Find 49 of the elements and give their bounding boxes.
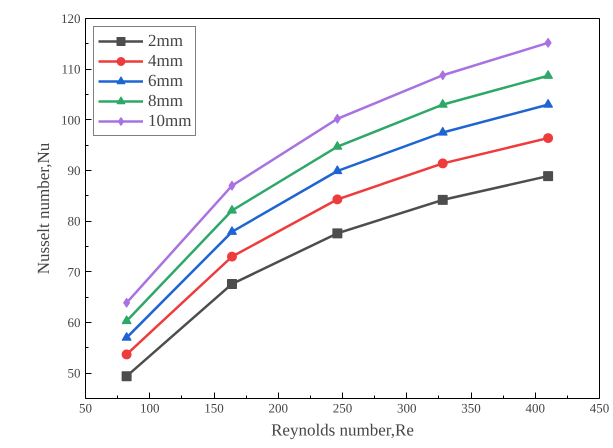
point — [226, 204, 237, 214]
y-tick-label: 100 — [61, 112, 80, 128]
point — [226, 252, 237, 262]
y-tick-label: 90 — [68, 163, 80, 178]
point — [332, 228, 342, 238]
point — [543, 133, 554, 144]
point — [438, 126, 448, 136]
y-tick-label: 120 — [61, 11, 80, 26]
x-tick-label: 450 — [590, 400, 610, 416]
point — [228, 180, 236, 191]
point — [226, 278, 237, 289]
x-tick-label: 150 — [204, 400, 224, 416]
x-tick-label: 250 — [332, 400, 352, 416]
legend-label: 4mm — [148, 51, 183, 71]
point — [332, 140, 342, 150]
point — [122, 315, 132, 324]
x-tick-label: 350 — [461, 400, 481, 416]
point — [122, 371, 132, 382]
point — [543, 70, 554, 79]
y-tick-label: 110 — [61, 62, 81, 77]
x-tick-label: 50 — [79, 400, 92, 416]
point — [438, 194, 448, 205]
legend-label: 10mm — [148, 111, 192, 131]
y-axis-title: Nusselt number,Nu — [34, 142, 53, 274]
point — [122, 349, 132, 360]
point — [122, 332, 132, 341]
point — [438, 98, 448, 108]
point — [332, 165, 342, 174]
point — [438, 158, 448, 168]
legend-label: 2mm — [148, 31, 183, 51]
y-tick-label: 50 — [68, 366, 80, 381]
y-tick-label: 70 — [68, 264, 80, 280]
x-tick-label: 400 — [526, 400, 545, 416]
y-tick-label: 60 — [68, 315, 80, 330]
x-tick-label: 200 — [268, 400, 288, 416]
y-tick-label: 80 — [68, 214, 80, 229]
x-tick-label: 100 — [140, 400, 160, 416]
x-axis-title: Reynolds number,Re — [271, 420, 414, 440]
point — [332, 194, 342, 204]
point — [334, 114, 341, 124]
point — [544, 38, 552, 48]
point — [123, 298, 130, 308]
point — [439, 70, 446, 80]
legend-label: 8mm — [148, 91, 183, 111]
point — [226, 226, 237, 235]
point — [543, 98, 554, 108]
x-tick-label: 300 — [397, 400, 416, 416]
point — [543, 171, 554, 182]
legend-label: 6mm — [148, 71, 183, 91]
